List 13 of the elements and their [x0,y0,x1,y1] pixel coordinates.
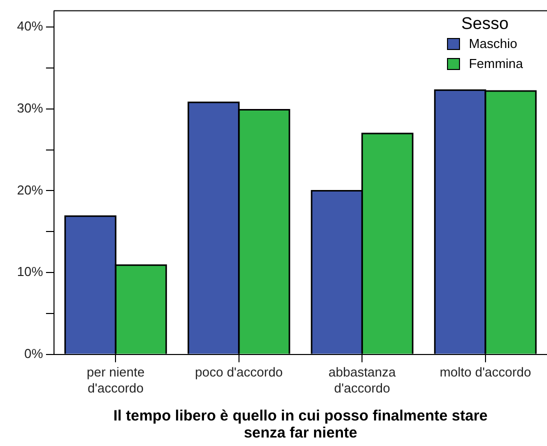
x-tick-label: per niente d'accordo [86,364,145,396]
legend-label: Maschio [468,36,518,51]
x-tick-label: abbastanza d'accordo [328,364,397,396]
legend-title: Sesso [460,14,510,34]
y-tick-label: 40% [16,18,44,34]
x-tick-label: molto d'accordo [440,364,532,380]
y-tick-label: 20% [16,182,44,198]
y-tick-label: 0% [24,346,44,361]
y-tick-label: 10% [16,264,44,280]
x-tick-label: poco d'accordo [195,364,283,380]
x-axis-title: Il tempo libero è quello in cui posso finalmente stare senza far niente [113,407,488,442]
y-tick-label: 30% [16,100,44,116]
legend-label: Femmina [468,56,523,71]
